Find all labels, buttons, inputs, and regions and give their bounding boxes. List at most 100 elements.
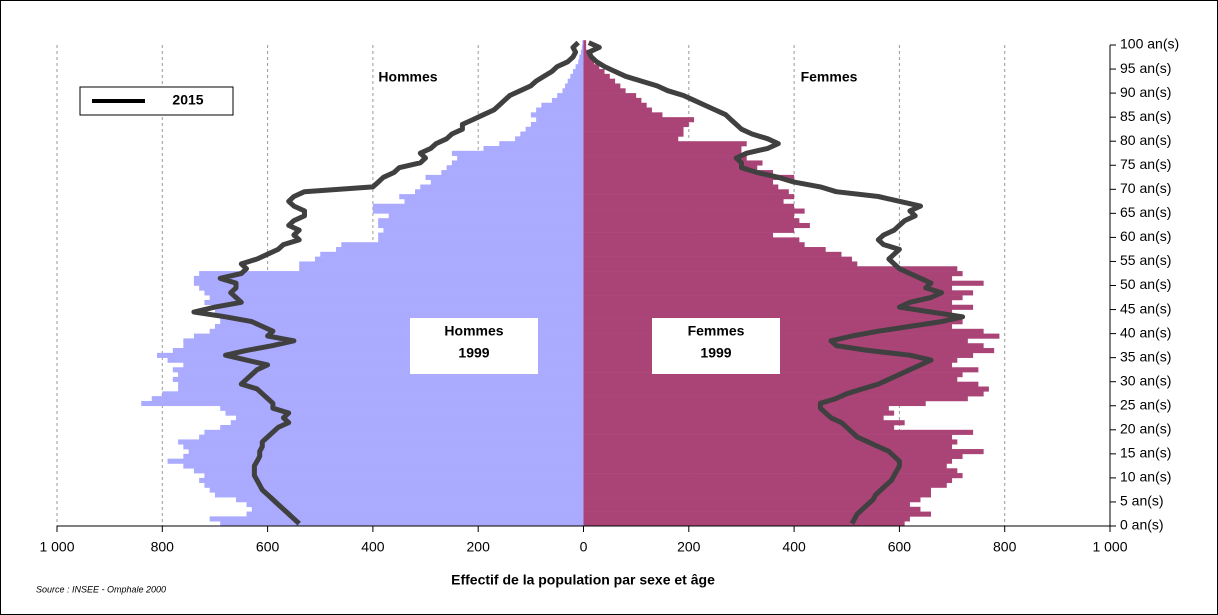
bar: [220, 405, 584, 411]
bar: [583, 54, 592, 60]
y-tick-label: 0 an(s): [1120, 517, 1164, 533]
bar: [583, 218, 800, 224]
bar: [314, 256, 584, 262]
legend-label: 2015: [172, 92, 203, 108]
bar: [236, 497, 584, 503]
bar: [583, 88, 626, 94]
bar: [214, 304, 584, 310]
bar: [378, 222, 584, 229]
bar: [583, 271, 963, 277]
bar: [583, 131, 684, 137]
bar: [583, 477, 953, 484]
bar: [451, 150, 584, 156]
bar: [583, 160, 763, 166]
bar: [570, 73, 584, 79]
bar: [583, 424, 895, 431]
bar: [565, 83, 584, 89]
y-tick-label: 15 an(s): [1120, 445, 1171, 461]
bar: [583, 280, 984, 286]
annotation: Femmes: [688, 323, 745, 339]
x-tick-label: 200: [467, 539, 491, 555]
x-tick-label: 800: [151, 539, 175, 555]
y-tick-label: 60 an(s): [1120, 228, 1171, 244]
bar: [336, 247, 584, 253]
bar: [151, 396, 584, 402]
bar: [583, 391, 984, 397]
y-tick-label: 50 an(s): [1120, 276, 1171, 292]
bar: [172, 348, 584, 354]
bar: [583, 372, 963, 378]
bar: [583, 343, 984, 349]
bar: [183, 463, 584, 469]
bar: [214, 309, 584, 315]
bar: [451, 160, 584, 166]
bar: [183, 338, 584, 344]
y-tick-label: 35 an(s): [1120, 348, 1171, 364]
bar: [236, 415, 584, 421]
bar: [583, 184, 779, 190]
bar: [583, 497, 921, 503]
bar: [583, 410, 895, 416]
bar: [378, 218, 584, 224]
bar: [583, 482, 947, 488]
bar: [583, 247, 826, 253]
bar: [583, 266, 958, 272]
bar: [583, 463, 947, 469]
bar: [251, 506, 584, 512]
bar: [583, 194, 795, 200]
bar: [209, 516, 584, 522]
bar: [404, 198, 584, 205]
bar: [582, 40, 584, 46]
bar: [230, 420, 584, 426]
bar: [583, 521, 905, 527]
bar: [583, 170, 774, 176]
x-tick-label: 600: [256, 539, 280, 555]
bar: [204, 473, 584, 479]
bar: [583, 299, 953, 306]
bar: [583, 295, 963, 301]
bar: [583, 468, 958, 474]
bar: [178, 372, 584, 378]
bar: [415, 189, 584, 195]
bar: [583, 64, 600, 70]
bar: [583, 420, 905, 426]
line-2015: [191, 40, 580, 526]
bar: [583, 333, 1000, 339]
bar: [299, 261, 584, 267]
y-tick-label: 30 an(s): [1120, 372, 1171, 388]
bar: [162, 391, 584, 397]
bar: [457, 155, 584, 161]
bar: [583, 400, 926, 407]
x-axis-label: Effectif de la population par sexe et âg…: [451, 572, 715, 588]
bar: [204, 429, 584, 435]
bar: [583, 203, 795, 209]
bar: [536, 117, 584, 123]
bar: [583, 434, 953, 440]
bar: [178, 386, 584, 392]
bar: [246, 501, 584, 508]
bar: [583, 69, 605, 75]
bar: [430, 179, 584, 185]
bar: [583, 285, 953, 291]
bar: [483, 146, 584, 152]
x-tick-label: 200: [677, 539, 701, 555]
line-2015: [586, 40, 966, 525]
bar: [583, 328, 984, 334]
bar: [193, 333, 584, 339]
y-tick-label: 25 an(s): [1120, 396, 1171, 412]
bar: [583, 78, 616, 84]
bar: [583, 232, 774, 238]
bar: [575, 64, 584, 70]
y-tick-label: 75 an(s): [1120, 156, 1171, 172]
bar: [583, 439, 958, 445]
bar: [199, 477, 584, 484]
annotation-box: [652, 318, 780, 374]
annotation: 1999: [700, 345, 731, 361]
bar: [581, 45, 584, 51]
y-tick-label: 10 an(s): [1120, 469, 1171, 485]
bar: [378, 232, 584, 238]
bar: [193, 280, 584, 286]
bar: [378, 237, 584, 243]
bar: [583, 242, 805, 248]
bar: [583, 141, 747, 147]
